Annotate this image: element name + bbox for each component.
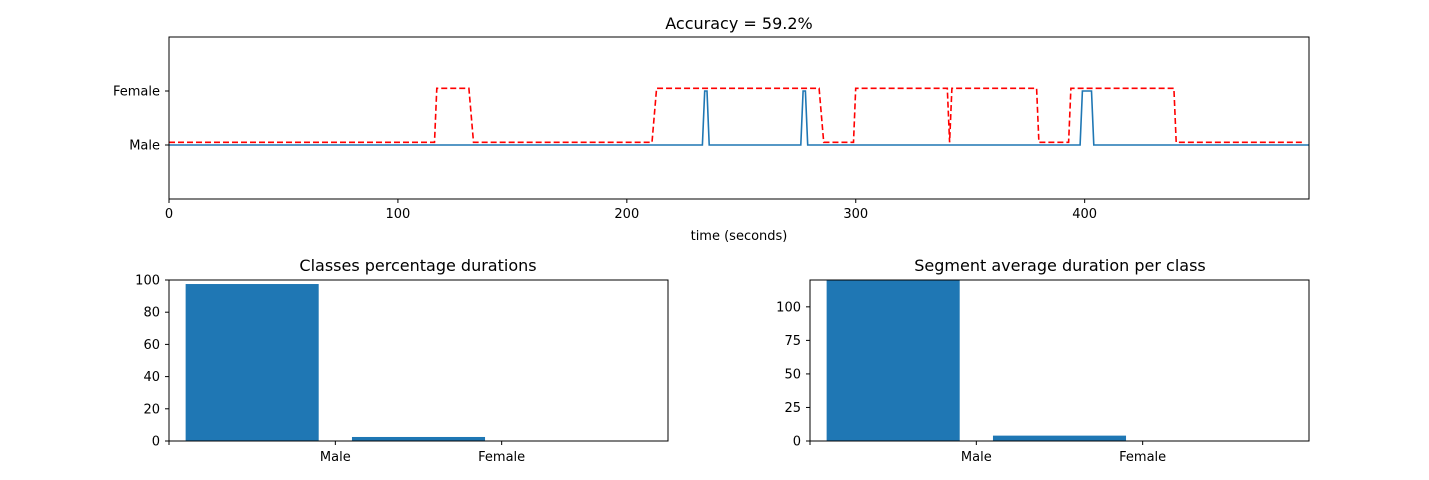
y-tick-label: 80 [143,306,160,321]
x-tick-label: 400 [1072,207,1097,222]
y-tick-label: 0 [793,435,801,450]
timeline-y-ticks: Male Female [113,85,169,154]
timeline-x-ticks: 0 100 200 300 400 [165,199,1097,222]
prediction-line [169,90,1309,146]
x-tick-label: Male [961,450,992,465]
percentage-chart-frame [168,279,669,442]
y-tick-label: 20 [143,402,160,417]
timeline-series-group [169,87,1309,146]
x-tick-label: Male [320,450,351,465]
y-tick-label: 100 [776,300,801,315]
bar-male [826,280,960,441]
percentage-chart-ticks: Male Female 0 20 40 60 80 100 [135,274,525,466]
y-tick-label: 60 [143,338,160,353]
segment-duration-bar-chart: Segment average duration per class Male F… [776,256,1310,465]
bar-male [185,284,319,441]
timeline-chart: Accuracy = 59.2% 0 100 200 300 400 Male Femal… [113,14,1310,244]
x-tick-label: 200 [614,207,639,222]
segment-chart-title: Segment average duration per class [914,256,1205,275]
timeline-x-axis-label: time (seconds) [691,229,788,244]
segment-chart-ticks: Male Female 0 25 50 75 100 [776,300,1166,465]
timeline-title: Accuracy = 59.2% [665,14,812,33]
timeline-frame [168,36,1310,200]
x-tick-label: Female [478,450,525,465]
percentage-bar-chart: Classes percentage durations Male Female 0… [135,256,669,466]
percentage-bars [185,284,486,441]
x-tick-label: 300 [843,207,868,222]
x-tick-label: Female [1119,450,1166,465]
y-tick-label: Female [113,85,160,100]
percentage-chart-title: Classes percentage durations [299,256,536,275]
bar-female [992,435,1127,441]
y-tick-label: Male [129,139,160,154]
ground-truth-dashed-line [169,87,1303,144]
y-tick-label: 100 [135,274,160,289]
y-tick-label: 25 [784,401,801,416]
y-tick-label: 40 [143,370,160,385]
y-tick-label: 75 [784,334,801,349]
segment-chart-frame [809,279,1310,442]
x-tick-label: 100 [386,207,411,222]
x-tick-label: 0 [165,207,173,222]
segment-bars [826,280,1127,441]
y-tick-label: 50 [784,367,801,382]
bar-female [351,436,486,441]
y-tick-label: 0 [152,435,160,450]
